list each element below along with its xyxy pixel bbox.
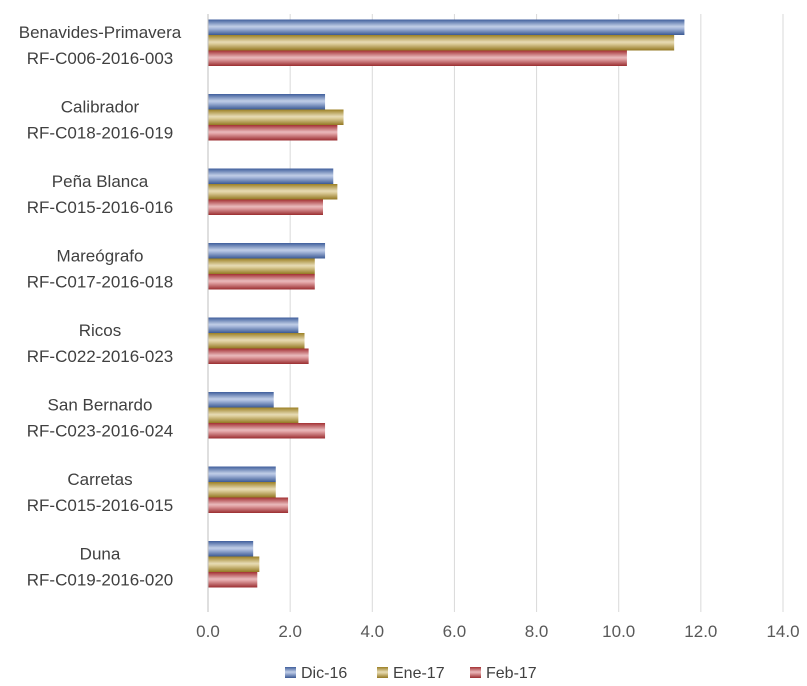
bar-feb-17	[208, 274, 315, 290]
legend-swatch	[470, 667, 481, 678]
legend: Dic-16 Ene-17 Feb-17	[285, 665, 537, 682]
bar-feb-17	[208, 348, 309, 364]
category-labels: Benavides-Primavera RF-C006-2016-003 Calib…	[19, 23, 182, 590]
category-label: RF-C019-2016-020	[27, 570, 173, 589]
x-tick-label: 12.0	[684, 622, 717, 641]
legend-swatch	[285, 667, 296, 678]
bars	[208, 19, 685, 588]
legend-swatch	[377, 667, 388, 678]
bar-dic-16	[208, 94, 326, 110]
x-tick-label: 8.0	[525, 622, 549, 641]
category-label: Duna	[80, 544, 121, 563]
bar-dic-16	[208, 317, 299, 333]
category-label: Carretas	[67, 470, 132, 489]
legend-label: Ene-17	[393, 665, 445, 682]
bar-ene-17	[208, 407, 299, 423]
category-label: San Bernardo	[48, 395, 153, 414]
bar-dic-16	[208, 541, 254, 557]
category-label: RF-C017-2016-018	[27, 272, 173, 291]
bar-dic-16	[208, 392, 274, 408]
category-label: Benavides-Primavera	[19, 23, 182, 42]
category-label: Mareógrafo	[57, 246, 144, 265]
bar-ene-17	[208, 184, 338, 200]
bar-feb-17	[208, 423, 326, 439]
bar-dic-16	[208, 168, 334, 184]
bar-dic-16	[208, 466, 276, 482]
category-label: RF-C015-2016-016	[27, 198, 173, 217]
legend-label: Feb-17	[486, 665, 537, 682]
category-label: Ricos	[79, 321, 122, 340]
bar-dic-16	[208, 243, 326, 259]
bar-ene-17	[208, 482, 276, 498]
bar-feb-17	[208, 497, 289, 513]
category-label: RF-C015-2016-015	[27, 496, 173, 515]
bar-feb-17	[208, 199, 323, 215]
bar-ene-17	[208, 333, 305, 349]
bar-ene-17	[208, 109, 344, 125]
x-tick-label: 0.0	[196, 622, 220, 641]
bar-ene-17	[208, 35, 675, 51]
x-tick-label: 2.0	[278, 622, 302, 641]
bar-feb-17	[208, 50, 627, 66]
category-label: RF-C022-2016-023	[27, 347, 173, 366]
category-label: RF-C018-2016-019	[27, 123, 173, 142]
x-tick-label: 14.0	[766, 622, 799, 641]
category-label: Peña Blanca	[52, 172, 149, 191]
bar-ene-17	[208, 258, 315, 274]
x-tick-label: 10.0	[602, 622, 635, 641]
gridlines	[289, 14, 784, 612]
bar-dic-16	[208, 19, 685, 35]
category-label: RF-C023-2016-024	[27, 421, 173, 440]
bar-feb-17	[208, 125, 338, 141]
x-tick-label: 6.0	[443, 622, 467, 641]
legend-label: Dic-16	[301, 665, 347, 682]
bar-feb-17	[208, 572, 258, 588]
category-label: Calibrador	[61, 97, 140, 116]
x-tick-labels: 0.0 2.0 4.0 6.0 8.0 10.0 12.0 14.0	[196, 622, 799, 641]
x-tick-label: 4.0	[360, 622, 384, 641]
category-label: RF-C006-2016-003	[27, 49, 173, 68]
bar-ene-17	[208, 556, 260, 572]
